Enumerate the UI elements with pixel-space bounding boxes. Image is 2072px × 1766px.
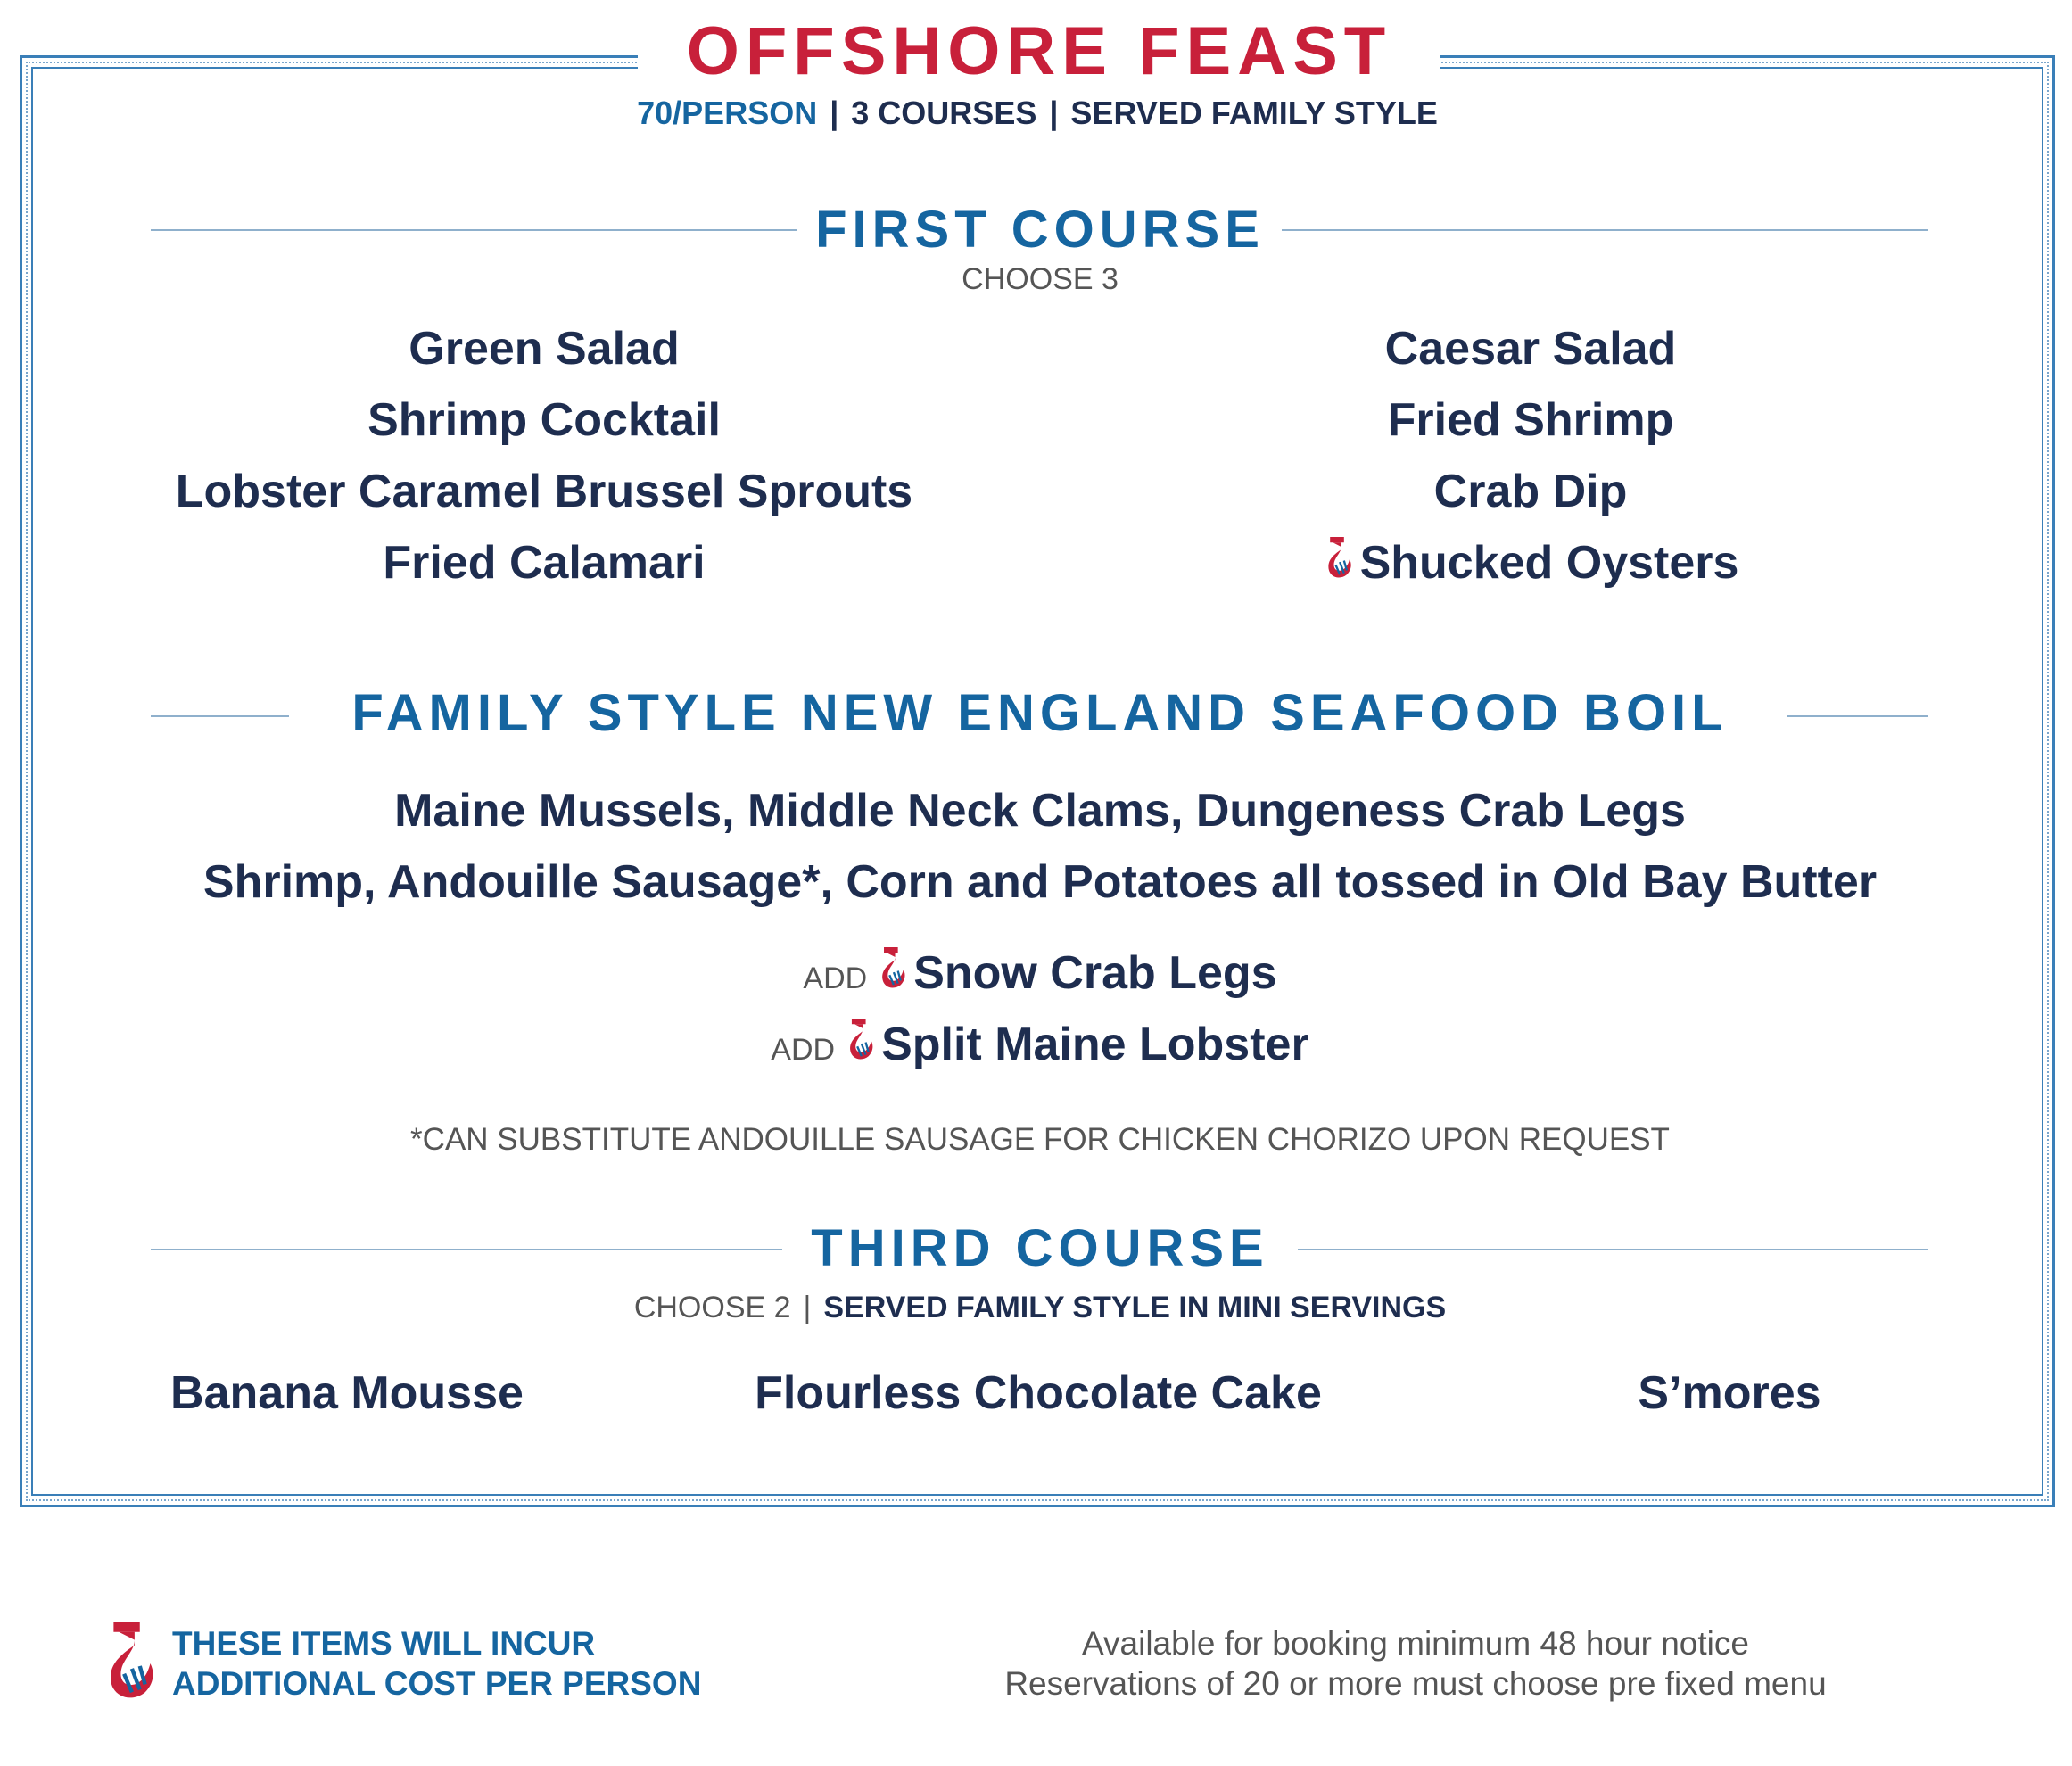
separator: | [830,95,839,131]
third-course-heading: THIRD COURSE [811,1219,1269,1277]
substitution-note: *CAN SUBSTITUTE ANDOUILLE SAUSAGE FOR CH… [410,1122,1670,1157]
item-label: Snow Crab Legs [913,947,1277,999]
boil-description-line: Maine Mussels, Middle Neck Clams, Dungen… [394,785,1686,837]
item-label: Shucked Oysters [1359,537,1739,589]
menu-item: Lobster Caramel Brussel Sprouts [175,466,913,517]
menu-item: S’mores [1638,1367,1821,1419]
info-line: Available for booking minimum 48 hour no… [1082,1625,1749,1662]
additional-cost-icon [844,1019,876,1063]
menu-item: Flourless Chocolate Cake [755,1367,1322,1419]
price: 70/PERSON [637,95,818,131]
menu-item: Fried Calamari [383,537,706,589]
service-style: SERVED FAMILY STYLE [1070,95,1438,131]
first-course-instruction: CHOOSE 3 [962,262,1119,296]
divider [151,1249,782,1250]
menu-item: Caesar Salad [1384,323,1677,375]
addon-item: ADD Snow Crab Legs [803,946,1277,1000]
divider [1298,1249,1928,1250]
menu-item-premium: Shucked Oysters [1323,536,1739,590]
menu-item: Green Salad [409,323,680,375]
boil-heading: FAMILY STYLE NEW ENGLAND SEAFOOD BOIL [351,684,1729,742]
divider [1282,229,1928,231]
add-prefix: ADD [771,1033,836,1067]
menu-item: Shrimp Cocktail [367,394,721,446]
separator: | [803,1291,812,1324]
divider [151,229,797,231]
boil-description-line: Shrimp, Andouille Sausage*, Corn and Pot… [202,856,1878,908]
menu-title: OFFSHORE FEAST [686,13,1392,89]
menu-item: Crab Dip [1433,466,1628,517]
menu-item: Banana Mousse [170,1367,524,1419]
additional-cost-icon [876,947,908,992]
separator: | [1049,95,1059,131]
divider [1787,715,1928,717]
additional-cost-icon [1323,537,1355,582]
add-prefix: ADD [803,961,868,995]
footer-info: Available for booking minimum 48 hour no… [1004,1623,1826,1704]
menu-subtitle: 70/PERSON | 3 COURSES | SERVED FAMILY STYLE [637,95,1438,132]
legend-line: ADDITIONAL COST PER PERSON [172,1665,702,1702]
instruction: CHOOSE 2 [633,1291,791,1324]
footer-legend: THESE ITEMS WILL INCUR ADDITIONAL COST P… [172,1623,701,1704]
first-course-heading: FIRST COURSE [815,201,1265,259]
legend-line: THESE ITEMS WILL INCUR [172,1625,596,1662]
item-label: Split Maine Lobster [881,1019,1309,1070]
service-style: SERVED FAMILY STYLE IN MINI SERVINGS [823,1291,1447,1324]
additional-cost-icon [100,1622,159,1705]
course-count: 3 COURSES [851,95,1037,131]
info-line: Reservations of 20 or more must choose p… [1004,1665,1827,1702]
menu-item: Fried Shrimp [1387,394,1674,446]
addon-item: ADD Split Maine Lobster [771,1018,1309,1071]
divider [151,715,289,717]
third-course-instruction: CHOOSE 2 | SERVED FAMILY STYLE IN MINI SER… [634,1291,1446,1325]
